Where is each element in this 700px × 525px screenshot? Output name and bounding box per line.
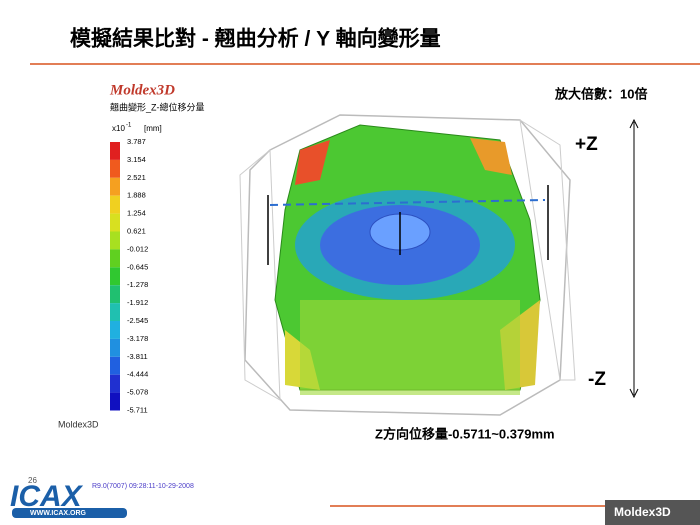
legend-label: -5.078 xyxy=(127,388,148,397)
unit-base: x10 xyxy=(112,124,125,133)
unit: [mm] xyxy=(144,124,162,133)
legend-subtitle: 翹曲變形_Z-總位移分量 xyxy=(110,101,205,112)
color-band xyxy=(110,177,120,196)
color-band xyxy=(110,374,120,393)
footer-brand-box xyxy=(605,500,700,525)
legend-label: -1.912 xyxy=(127,298,148,307)
legend-label: 1.888 xyxy=(127,191,146,200)
color-band xyxy=(110,159,120,178)
color-band xyxy=(110,195,120,214)
color-band xyxy=(110,231,120,250)
plus-z: +Z xyxy=(575,134,598,155)
legend-label: -5.711 xyxy=(127,405,148,414)
slide-title: 模擬結果比對 - 翹曲分析 / Y 軸向變形量 xyxy=(70,27,441,51)
color-band xyxy=(110,249,120,268)
color-band xyxy=(110,213,120,232)
legend-label: -3.178 xyxy=(127,334,148,343)
legend-label: 1.254 xyxy=(127,209,146,218)
legend-label: -0.012 xyxy=(127,244,148,253)
color-band xyxy=(110,338,120,357)
color-band xyxy=(110,303,120,321)
legend-label: -4.444 xyxy=(127,370,148,379)
color-band xyxy=(110,321,120,339)
color-band xyxy=(110,285,120,304)
version: R9.0(7007) 09:28:11-10-29-2008 xyxy=(92,483,194,490)
color-band xyxy=(110,356,120,375)
legend-brand: Moldex3D xyxy=(109,82,175,98)
arrow-heads xyxy=(629,118,639,399)
magnification: 放大倍數：10倍 xyxy=(554,86,647,101)
legend-label: 0.621 xyxy=(127,226,146,235)
url: WWW.ICAX.ORG xyxy=(30,510,87,517)
legend-footer-brand: Moldex3D xyxy=(58,419,99,429)
legend-labels: 3.787 3.154 2.521 1.888 1.254 0.621 -0.012 -0.6… xyxy=(127,137,148,415)
caption: Z方向位移量-0.5711~0.379mm xyxy=(375,426,555,441)
page-number: 26 xyxy=(28,476,37,485)
minus-z: -Z xyxy=(588,369,606,390)
legend-label: -3.811 xyxy=(127,352,148,361)
legend-label: -2.545 xyxy=(127,316,148,325)
icax-logo: ICAX xyxy=(10,480,84,513)
color-bar xyxy=(110,142,120,411)
legend-label: 2.521 xyxy=(127,173,146,182)
footer-brand: Moldex3D xyxy=(614,505,671,519)
fan-model xyxy=(239,114,576,416)
legend-label: -0.645 xyxy=(127,262,148,271)
color-band xyxy=(110,142,120,160)
legend-label: -1.278 xyxy=(127,280,148,289)
legend-label: 3.154 xyxy=(127,155,146,164)
color-band xyxy=(110,267,120,286)
url-band xyxy=(12,508,127,518)
color-band xyxy=(110,392,120,411)
legend-label: 3.787 xyxy=(127,137,146,146)
unit-exponent: -1 xyxy=(126,123,132,129)
